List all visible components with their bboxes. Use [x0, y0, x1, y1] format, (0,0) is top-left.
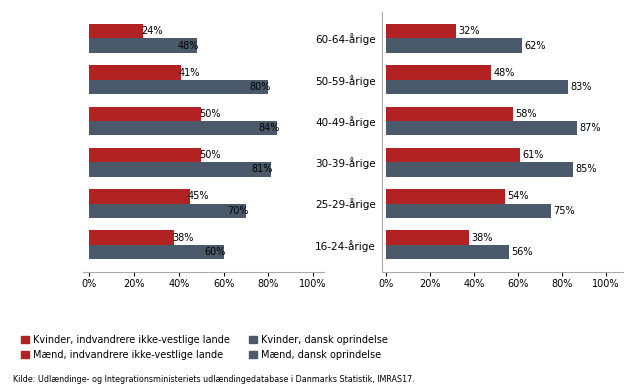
Legend: Kvinder, indvandrere ikke-vestlige lande, Mænd, indvandrere ikke-vestlige lande,: Kvinder, indvandrere ikke-vestlige lande… — [18, 331, 392, 364]
Text: 83%: 83% — [570, 82, 592, 92]
Bar — [386, 189, 504, 204]
Bar — [90, 65, 181, 80]
Bar — [90, 121, 277, 135]
Bar — [386, 204, 551, 218]
Text: 41%: 41% — [179, 68, 200, 78]
Text: 38%: 38% — [172, 232, 193, 242]
Bar — [386, 38, 522, 53]
Bar — [90, 24, 143, 38]
Bar — [90, 245, 224, 259]
Text: 45%: 45% — [188, 191, 209, 201]
Bar — [386, 148, 520, 162]
Text: 48%: 48% — [177, 41, 199, 51]
Bar — [90, 204, 246, 218]
Bar — [386, 245, 509, 259]
Bar — [90, 38, 197, 53]
Text: 58%: 58% — [516, 109, 537, 119]
Text: 75%: 75% — [553, 206, 574, 216]
Bar — [386, 121, 577, 135]
Bar — [386, 65, 492, 80]
Text: 61%: 61% — [522, 150, 544, 160]
Bar — [90, 162, 271, 177]
Text: 85%: 85% — [575, 165, 597, 175]
Text: 32%: 32% — [459, 26, 480, 36]
Bar — [90, 107, 201, 121]
Text: 60%: 60% — [205, 247, 226, 257]
Text: 50%: 50% — [199, 109, 221, 119]
Bar — [386, 24, 456, 38]
Text: 87%: 87% — [579, 123, 601, 133]
Bar — [90, 230, 174, 245]
Text: 80%: 80% — [249, 82, 271, 92]
Text: 70%: 70% — [227, 206, 248, 216]
Bar — [386, 80, 569, 94]
Text: 38%: 38% — [472, 232, 493, 242]
Bar — [90, 189, 190, 204]
Bar — [90, 80, 268, 94]
Text: 54%: 54% — [507, 191, 529, 201]
Text: 56%: 56% — [511, 247, 533, 257]
Text: 81%: 81% — [251, 165, 273, 175]
Bar — [386, 162, 573, 177]
Text: 24%: 24% — [141, 26, 162, 36]
Bar — [386, 230, 469, 245]
Text: 62%: 62% — [525, 41, 546, 51]
Bar — [386, 107, 513, 121]
Text: 50%: 50% — [199, 150, 221, 160]
Bar — [90, 148, 201, 162]
Text: 84%: 84% — [258, 123, 280, 133]
Text: Kilde: Udlændinge- og Integrationsministeriets udlændingedatabase i Danmarks Sta: Kilde: Udlændinge- og Integrationsminist… — [13, 375, 415, 384]
Text: 48%: 48% — [494, 68, 515, 78]
